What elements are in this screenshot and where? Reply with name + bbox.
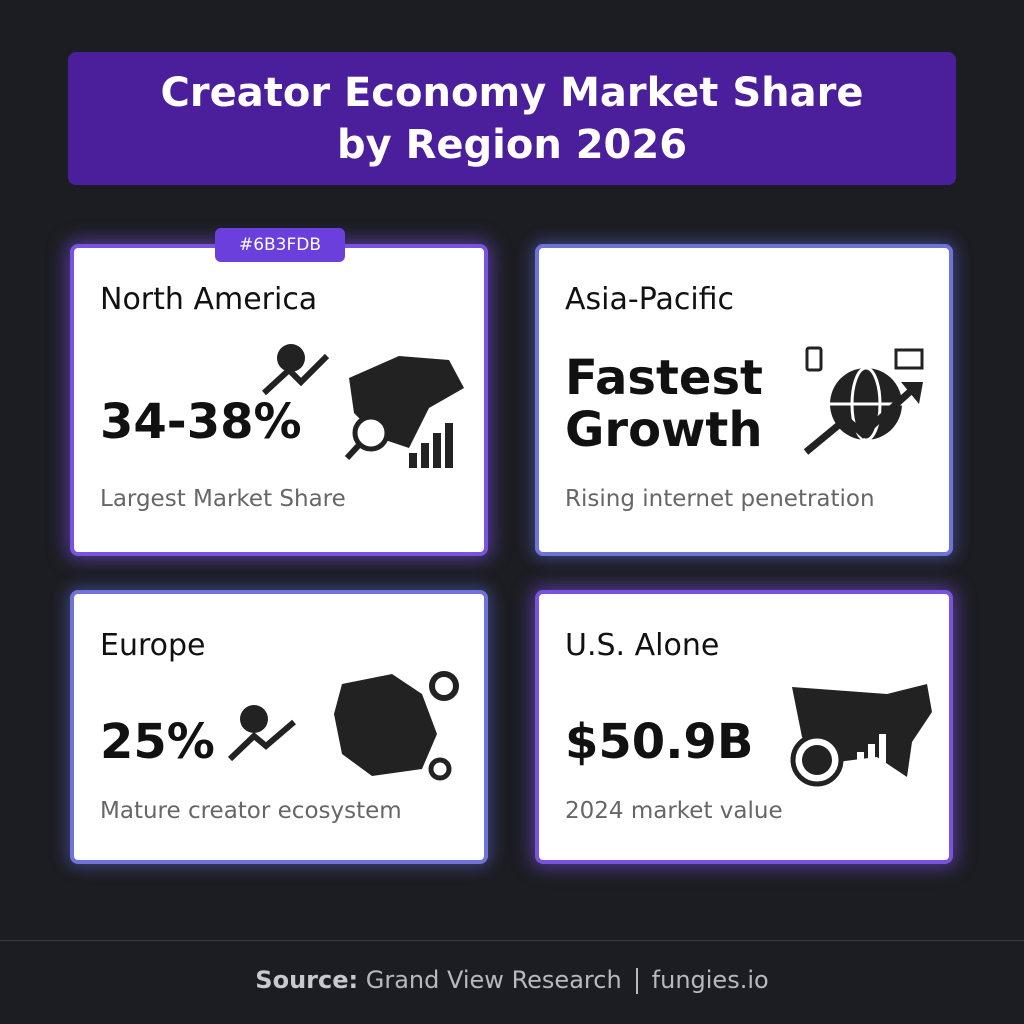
separator (635, 968, 638, 994)
title-banner: Creator Economy Market Share by Region 2… (68, 52, 956, 185)
note: Largest Market Share (100, 486, 346, 512)
icon (261, 344, 464, 468)
card-north-america: North America 34-38% Largest Market Shar… (70, 244, 488, 556)
icon (227, 671, 459, 781)
region: North America (100, 282, 318, 317)
title: Creator Economy Market Share by Region 2… (160, 69, 864, 168)
value: 25% (100, 714, 215, 770)
value: 34-38% (100, 394, 302, 450)
card-us: U.S. Alone $50.9B 2024 market value (535, 590, 953, 864)
note: 2024 market value (565, 798, 783, 824)
card-europe: Europe 25% Mature creator ecosystem (70, 590, 488, 864)
divider (0, 940, 1024, 941)
source: Grand View Research (365, 966, 622, 994)
source-label: Source: (255, 966, 359, 994)
color-badge: #6B3FDB (215, 228, 345, 262)
site: fungies.io (651, 966, 769, 994)
value: Fastest Growth (565, 350, 763, 458)
note: Rising internet penetration (565, 486, 875, 512)
region: Europe (100, 628, 206, 663)
note: Mature creator ecosystem (100, 798, 402, 824)
region: Asia-Pacific (565, 282, 735, 317)
footer: Source: Grand View Research fungies.io (0, 966, 1024, 994)
icon (803, 346, 924, 455)
region: U.S. Alone (565, 628, 720, 663)
card-asia-pacific: Asia-Pacific Fastest Growth Rising inter… (535, 244, 953, 556)
icon (790, 684, 932, 787)
value: $50.9B (565, 714, 754, 770)
